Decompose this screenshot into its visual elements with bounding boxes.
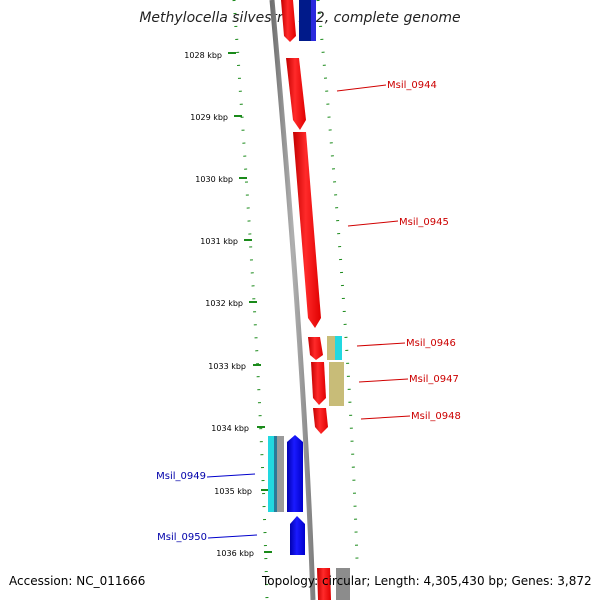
tick-label: 1033 kbp	[208, 362, 246, 371]
gene-msil-0950[interactable]	[290, 516, 305, 555]
gene-arrow-forward[interactable]	[317, 568, 331, 600]
cog-block-cyan	[268, 436, 274, 512]
leader-line	[206, 473, 256, 478]
tick-label: 1028 kbp	[184, 51, 222, 60]
gene-label-msil-0944[interactable]: Msil_0944	[387, 80, 437, 91]
leader-line	[207, 534, 258, 539]
tick-label: 1034 kbp	[211, 424, 249, 433]
gene-msil-0944[interactable]	[286, 58, 306, 130]
gene-label-msil-0948[interactable]: Msil_0948	[411, 411, 461, 422]
gene-label-msil-0945[interactable]: Msil_0945	[399, 217, 449, 228]
major-ticks	[228, 52, 272, 553]
tick-label: 1036 kbp	[216, 549, 254, 558]
tick-label: 1031 kbp	[200, 237, 238, 246]
tick-label: 1032 kbp	[205, 299, 243, 308]
cog-block-cyan	[335, 336, 342, 360]
tick-label: 1035 kbp	[214, 487, 252, 496]
gene-msil-0946[interactable]	[308, 337, 323, 360]
cog-block-navy	[299, 0, 312, 41]
leader-line	[336, 84, 387, 92]
genome-summary-text: Topology: circular; Length: 4,305,430 bp…	[262, 574, 592, 588]
leader-line	[347, 220, 399, 227]
leader-line	[360, 415, 411, 420]
cog-block-grey	[277, 436, 284, 512]
gene-msil-0947[interactable]	[311, 362, 326, 405]
gene-label-msil-0947[interactable]: Msil_0947	[409, 374, 459, 385]
tick-label: 1030 kbp	[195, 175, 233, 184]
gene-msil-0949[interactable]	[287, 435, 303, 512]
gene-label-msil-0946[interactable]: Msil_0946	[406, 338, 456, 349]
cog-block-grey	[336, 568, 350, 600]
cog-block-khaki	[329, 362, 344, 406]
gene-label-msil-0950[interactable]: Msil_0950	[157, 532, 207, 543]
cog-block-blue	[311, 0, 316, 41]
cog-block-khaki	[327, 336, 335, 360]
leader-line	[358, 378, 409, 383]
outer-tick-ring-right	[316, 0, 359, 561]
gene-label-msil-0949[interactable]: Msil_0949	[156, 471, 206, 482]
leader-line	[356, 342, 406, 347]
genome-backbone	[269, 0, 316, 600]
gene-arrow-forward[interactable]	[281, 0, 296, 42]
gene-msil-0945[interactable]	[293, 132, 321, 328]
gene-msil-0948[interactable]	[313, 408, 328, 434]
tick-label: 1029 kbp	[190, 113, 228, 122]
accession-text: Accession: NC_011666	[9, 574, 146, 588]
cog-block-teal	[274, 436, 277, 512]
